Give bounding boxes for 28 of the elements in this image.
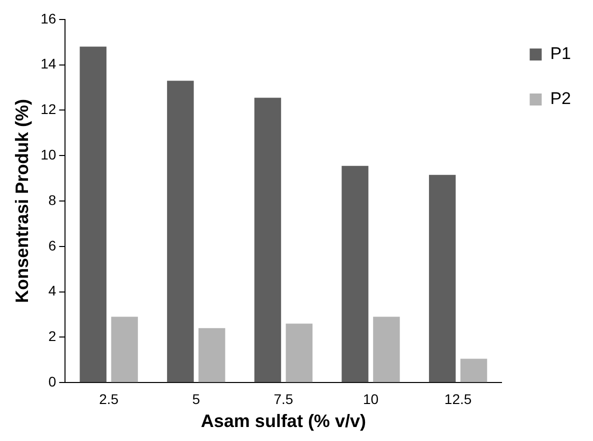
x-tick-label: 12.5	[444, 390, 472, 407]
bar	[428, 174, 456, 382]
y-tick-label: 14	[40, 56, 56, 72]
x-tick-label: 5	[192, 390, 200, 407]
bar	[342, 166, 368, 382]
bar	[80, 46, 106, 382]
y-tick-label: 16	[40, 10, 56, 26]
bar	[460, 358, 488, 382]
bar	[286, 324, 313, 382]
y-tick-label: 2	[48, 328, 56, 344]
x-tick-label: 2.5	[99, 390, 119, 407]
legend-label: P1	[550, 44, 572, 64]
y-axis-title: Konsentrasi Produk (%)	[12, 98, 32, 304]
y-tick-label: 12	[40, 101, 56, 118]
legend-label: P2	[550, 89, 572, 108]
y-tick-label: 4	[48, 282, 56, 299]
x-tick-label: 7.5	[274, 390, 294, 407]
bar	[198, 328, 226, 382]
bar	[111, 316, 138, 382]
bar	[254, 98, 282, 382]
y-tick-label: 6	[48, 237, 56, 254]
bar	[373, 316, 400, 382]
x-axis-title: Asam sulfat (% v/v)	[200, 411, 366, 432]
y-tick-label: 8	[48, 192, 56, 208]
x-tick-label: 10	[362, 390, 379, 407]
y-tick-label: 0	[48, 373, 56, 390]
bar	[167, 80, 194, 382]
y-tick-label: 10	[40, 146, 56, 162]
